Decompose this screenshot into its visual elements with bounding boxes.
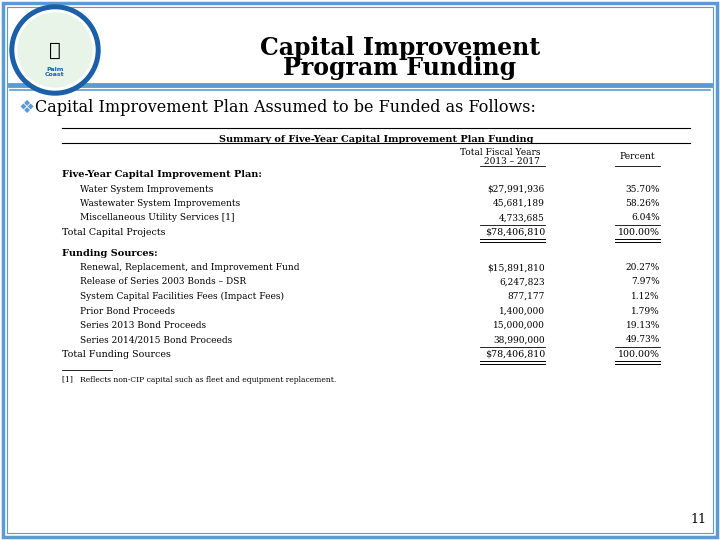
Text: ❖: ❖: [18, 99, 34, 117]
Text: 100.00%: 100.00%: [618, 350, 660, 359]
Text: Total Fiscal Years: Total Fiscal Years: [459, 148, 540, 157]
Text: 7.97%: 7.97%: [631, 278, 660, 287]
Text: Capital Improvement: Capital Improvement: [260, 36, 540, 60]
Text: Wastewater System Improvements: Wastewater System Improvements: [80, 199, 240, 208]
Text: Total Capital Projects: Total Capital Projects: [62, 228, 166, 237]
Text: Capital Improvement Plan Assumed to be Funded as Follows:: Capital Improvement Plan Assumed to be F…: [35, 99, 536, 117]
Text: 6,247,823: 6,247,823: [500, 278, 545, 287]
Text: Release of Series 2003 Bonds – DSR: Release of Series 2003 Bonds – DSR: [80, 278, 246, 287]
Text: 1.12%: 1.12%: [631, 292, 660, 301]
Text: Series 2013 Bond Proceeds: Series 2013 Bond Proceeds: [80, 321, 206, 330]
Text: Summary of Five-Year Capital Improvement Plan Funding: Summary of Five-Year Capital Improvement…: [219, 135, 534, 144]
Text: Percent: Percent: [619, 152, 655, 161]
Text: $27,991,936: $27,991,936: [487, 185, 545, 193]
Text: 100.00%: 100.00%: [618, 228, 660, 237]
Text: Miscellaneous Utility Services [1]: Miscellaneous Utility Services [1]: [80, 213, 235, 222]
Text: 19.13%: 19.13%: [626, 321, 660, 330]
Text: Palm
Coast: Palm Coast: [45, 66, 65, 77]
Text: $78,406,810: $78,406,810: [485, 228, 545, 237]
Text: 4,733,685: 4,733,685: [499, 213, 545, 222]
Text: Funding Sources:: Funding Sources:: [62, 248, 158, 258]
Circle shape: [18, 13, 92, 87]
Text: 49.73%: 49.73%: [626, 335, 660, 345]
Text: Renewal, Replacement, and Improvement Fund: Renewal, Replacement, and Improvement Fu…: [80, 263, 300, 272]
Text: 2013 – 2017: 2013 – 2017: [484, 157, 540, 166]
Text: Program Funding: Program Funding: [284, 56, 516, 80]
Text: 🌴: 🌴: [49, 40, 61, 59]
Text: 6.04%: 6.04%: [631, 213, 660, 222]
Text: 1,400,000: 1,400,000: [499, 307, 545, 315]
Text: Five-Year Capital Improvement Plan:: Five-Year Capital Improvement Plan:: [62, 170, 262, 179]
Text: 38,990,000: 38,990,000: [493, 335, 545, 345]
Text: 20.27%: 20.27%: [626, 263, 660, 272]
Circle shape: [10, 5, 100, 95]
Text: System Capital Facilities Fees (Impact Fees): System Capital Facilities Fees (Impact F…: [80, 292, 284, 301]
Text: 877,177: 877,177: [508, 292, 545, 301]
Text: Total Funding Sources: Total Funding Sources: [62, 350, 171, 359]
Text: 11: 11: [690, 513, 706, 526]
Text: Prior Bond Proceeds: Prior Bond Proceeds: [80, 307, 175, 315]
Circle shape: [15, 10, 95, 90]
Text: 45,681,189: 45,681,189: [493, 199, 545, 208]
Text: 15,000,000: 15,000,000: [493, 321, 545, 330]
Text: 58.26%: 58.26%: [626, 199, 660, 208]
Text: Series 2014/2015 Bond Proceeds: Series 2014/2015 Bond Proceeds: [80, 335, 233, 345]
Text: Water System Improvements: Water System Improvements: [80, 185, 213, 193]
Text: $78,406,810: $78,406,810: [485, 350, 545, 359]
Text: 1.79%: 1.79%: [631, 307, 660, 315]
Text: [1]   Reflects non-CIP capital such as fleet and equipment replacement.: [1] Reflects non-CIP capital such as fle…: [62, 376, 336, 384]
Text: 35.70%: 35.70%: [626, 185, 660, 193]
Text: $15,891,810: $15,891,810: [487, 263, 545, 272]
